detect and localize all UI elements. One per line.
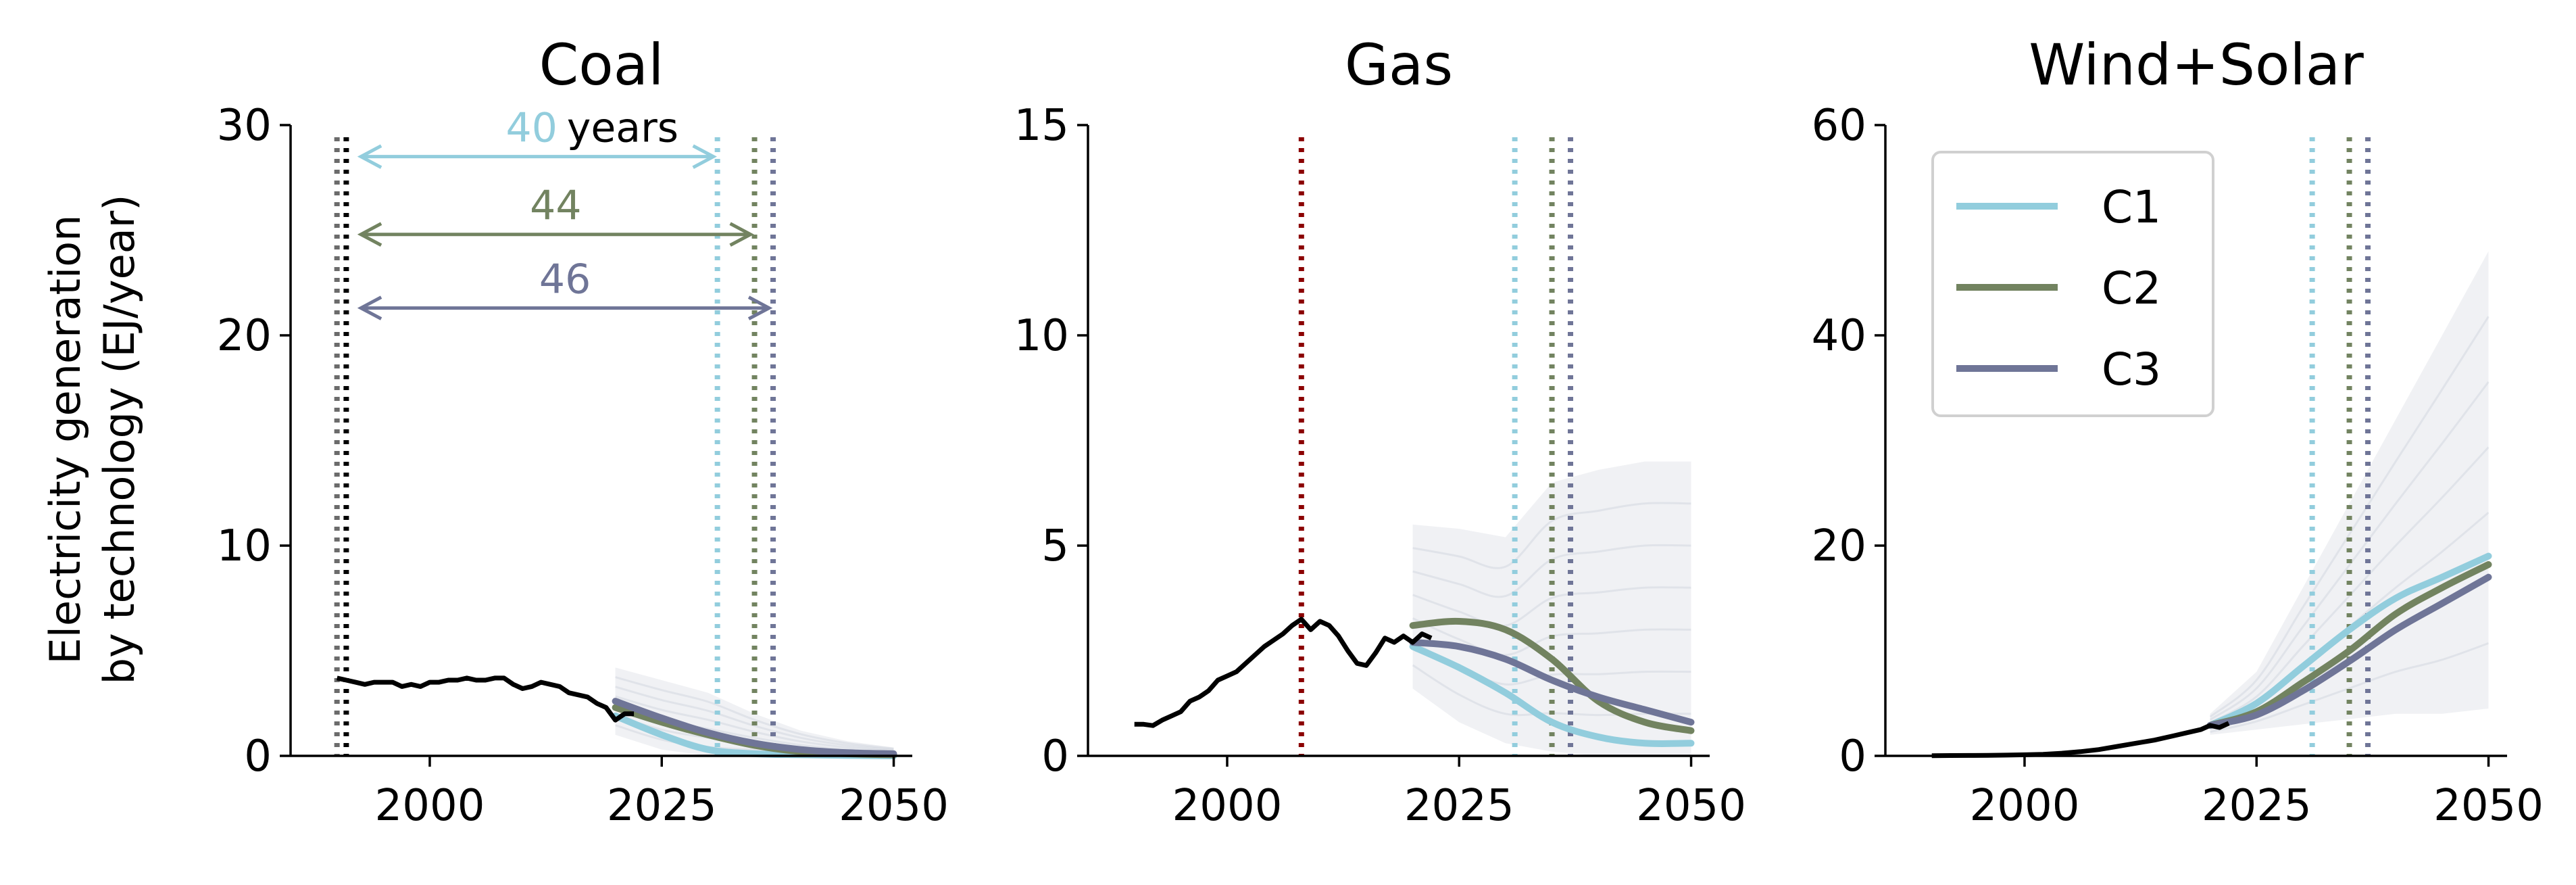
- y-tick-label-gas: 15: [1014, 101, 1069, 151]
- x-tick-label-coal: 2000: [375, 781, 485, 831]
- historical-line-coal: [336, 675, 635, 723]
- x-tick-label-gas: 2050: [1636, 781, 1746, 831]
- span-suffix-c1: years: [567, 105, 678, 152]
- series-line-gas-c2: [1409, 617, 1695, 734]
- y-tick-label-coal: 0: [244, 732, 272, 782]
- series-line-coal-c3: [612, 698, 897, 757]
- figure-ylabel-line1: Electricity generation: [41, 215, 90, 665]
- y-tick-label-gas: 10: [1014, 311, 1069, 361]
- y-tick-label-wind-solar: 20: [1812, 521, 1866, 571]
- ensemble-band-coal: [615, 667, 894, 756]
- span-value-c1: 40: [506, 105, 558, 152]
- ensemble-line-coal: [615, 686, 894, 751]
- legend-label-c3: C3: [2102, 343, 2161, 396]
- y-tick-label-wind-solar: 60: [1812, 101, 1866, 151]
- x-tick-label-gas: 2000: [1172, 781, 1283, 831]
- ensemble-line-coal: [615, 676, 894, 750]
- span-arrowhead-right-c3: [747, 295, 773, 320]
- y-tick-label-wind-solar: 0: [1839, 732, 1866, 782]
- ensemble-line-wind-solar: [2209, 316, 2490, 718]
- ensemble-line-gas: [1412, 502, 1691, 569]
- y-tick-label-coal: 30: [217, 101, 272, 151]
- y-tick-label-gas: 5: [1041, 521, 1069, 571]
- span-arrowhead-right-c1: [692, 144, 717, 169]
- legend-box: [1931, 151, 2214, 417]
- span-value-c2: 44: [530, 183, 581, 230]
- x-tick-label-wind-solar: 2000: [1970, 781, 2080, 831]
- series-line-gas-c3: [1409, 639, 1695, 726]
- span-arrowhead-left-c3: [357, 295, 382, 320]
- legend-label-c2: C2: [2102, 262, 2161, 314]
- x-tick-label-coal: 2050: [839, 781, 949, 831]
- x-tick-label-gas: 2025: [1404, 781, 1514, 831]
- panel-title-wind-solar: Wind+Solar: [2029, 32, 2364, 98]
- x-tick-label-wind-solar: 2050: [2433, 781, 2544, 831]
- x-tick-label-wind-solar: 2025: [2202, 781, 2312, 831]
- ensemble-line-coal: [615, 695, 894, 752]
- panel-wind-solar: 0 20 40 60 2000 2025 2050 Wind+Solar C1 C2 C3: [1812, 32, 2544, 831]
- series-line-wind-solar-c3: [2206, 573, 2492, 729]
- y-tick-label-gas: 0: [1041, 732, 1069, 782]
- historical-line-gas: [1134, 617, 1433, 728]
- span-arrowhead-left-c1: [357, 144, 382, 169]
- y-tick-label-wind-solar: 40: [1812, 311, 1866, 361]
- panel-title-coal: Coal: [539, 32, 664, 98]
- legend-label-c1: C1: [2102, 181, 2161, 233]
- figure-ylabel-line2: by technology (EJ/year): [95, 195, 144, 685]
- ensemble-line-gas: [1412, 586, 1691, 627]
- y-tick-label-coal: 10: [217, 521, 272, 571]
- span-value-c3: 46: [539, 256, 591, 304]
- span-arrowhead-left-c2: [357, 222, 382, 247]
- panel-coal: 0 10 20 30 2000 2025 2050 Coal 40 years 44 46: [217, 32, 949, 831]
- series-line-gas-c1: [1409, 643, 1695, 748]
- panel-gas: 0 5 10 15 2000 2025 2050 Gas: [1014, 32, 1746, 831]
- x-tick-label-coal: 2025: [607, 781, 717, 831]
- span-arrowhead-right-c2: [729, 222, 754, 247]
- series-line-wind-solar-c1: [2206, 552, 2492, 729]
- ensemble-line-wind-solar: [2209, 446, 2490, 724]
- y-tick-label-coal: 20: [217, 311, 272, 361]
- ensemble-line-wind-solar: [2210, 642, 2490, 733]
- panel-title-gas: Gas: [1345, 32, 1453, 98]
- ensemble-line-wind-solar: [2209, 381, 2490, 721]
